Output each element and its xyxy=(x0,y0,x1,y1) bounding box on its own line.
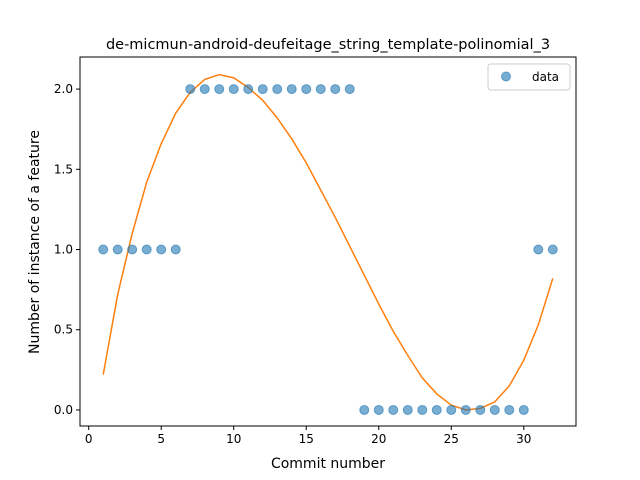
y-axis-label: Number of instance of a feature xyxy=(27,130,43,354)
data-point xyxy=(446,404,457,415)
data-point xyxy=(344,84,355,95)
y-tick-label: 1.5 xyxy=(54,162,73,176)
data-point xyxy=(489,404,500,415)
data-point xyxy=(460,404,471,415)
y-tick-label: 2.0 xyxy=(54,82,73,96)
data-point xyxy=(388,404,399,415)
legend-box xyxy=(487,63,571,91)
data-point xyxy=(402,404,413,415)
data-point xyxy=(518,404,529,415)
data-point xyxy=(373,404,384,415)
data-point xyxy=(315,84,326,95)
legend-label: data xyxy=(532,70,559,84)
data-point xyxy=(228,84,239,95)
data-point xyxy=(185,84,196,95)
data-point xyxy=(504,404,515,415)
data-point xyxy=(533,244,544,255)
x-axis-label: Commit number xyxy=(271,456,385,472)
data-point xyxy=(359,404,370,415)
data-point xyxy=(170,244,181,255)
data-point xyxy=(417,404,428,415)
x-tick-label: 0 xyxy=(85,432,93,446)
legend: data xyxy=(487,63,571,91)
data-point xyxy=(257,84,268,95)
data-point xyxy=(301,84,312,95)
plot-frame xyxy=(79,56,577,427)
data-point xyxy=(547,244,558,255)
legend-marker xyxy=(501,71,511,82)
data-point xyxy=(112,244,123,255)
x-tick-label: 30 xyxy=(516,432,531,446)
data-point xyxy=(156,244,167,255)
data-point xyxy=(475,404,486,415)
y-tick-label: 1.0 xyxy=(54,243,73,257)
x-tick-label: 5 xyxy=(157,432,165,446)
data-point xyxy=(272,84,283,95)
data-point xyxy=(243,84,254,95)
y-tick-label: 0.5 xyxy=(54,323,73,337)
data-point xyxy=(98,244,109,255)
data-point xyxy=(330,84,341,95)
data-point xyxy=(141,244,152,255)
data-point xyxy=(199,84,210,95)
y-tick-label: 0.0 xyxy=(54,403,73,417)
data-point xyxy=(286,84,297,95)
x-tick-label: 10 xyxy=(226,432,241,446)
x-tick-label: 20 xyxy=(371,432,386,446)
data-point xyxy=(214,84,225,95)
data-point xyxy=(127,244,138,255)
chart-title: de-micmun-android-deufeitage_string_temp… xyxy=(106,37,550,53)
x-tick-label: 25 xyxy=(444,432,459,446)
data-point xyxy=(431,404,442,415)
x-tick-label: 15 xyxy=(299,432,314,446)
